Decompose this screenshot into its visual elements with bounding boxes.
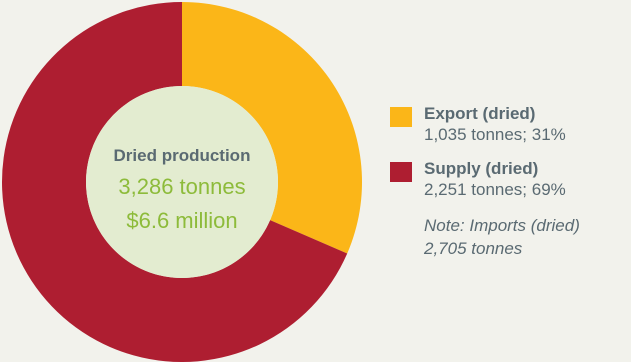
legend: Export (dried) 1,035 tonnes; 31% Supply …	[390, 104, 630, 260]
legend-item-supply: Supply (dried) 2,251 tonnes; 69%	[390, 159, 630, 200]
imports-note-line2: 2,705 tonnes	[424, 239, 523, 258]
legend-label-supply: Supply (dried)	[424, 159, 539, 178]
legend-label-export: Export (dried)	[424, 104, 536, 123]
slice-supply	[2, 2, 348, 362]
legend-swatch-supply	[390, 162, 412, 182]
center-value: $6.6 million	[126, 208, 237, 233]
slice-export	[182, 2, 362, 254]
legend-item-export: Export (dried) 1,035 tonnes; 31%	[390, 104, 630, 145]
center-title: Dried production	[114, 146, 251, 165]
center-circle	[86, 86, 278, 278]
center-tonnes: 3,286 tonnes	[118, 174, 245, 199]
imports-note-line1: Note: Imports (dried)	[424, 216, 580, 235]
donut-slices	[2, 2, 362, 362]
legend-detail-export: 1,035 tonnes; 31%	[424, 125, 566, 144]
legend-detail-supply: 2,251 tonnes; 69%	[424, 180, 566, 199]
imports-note: Note: Imports (dried) 2,705 tonnes	[390, 214, 630, 260]
legend-swatch-export	[390, 107, 412, 127]
